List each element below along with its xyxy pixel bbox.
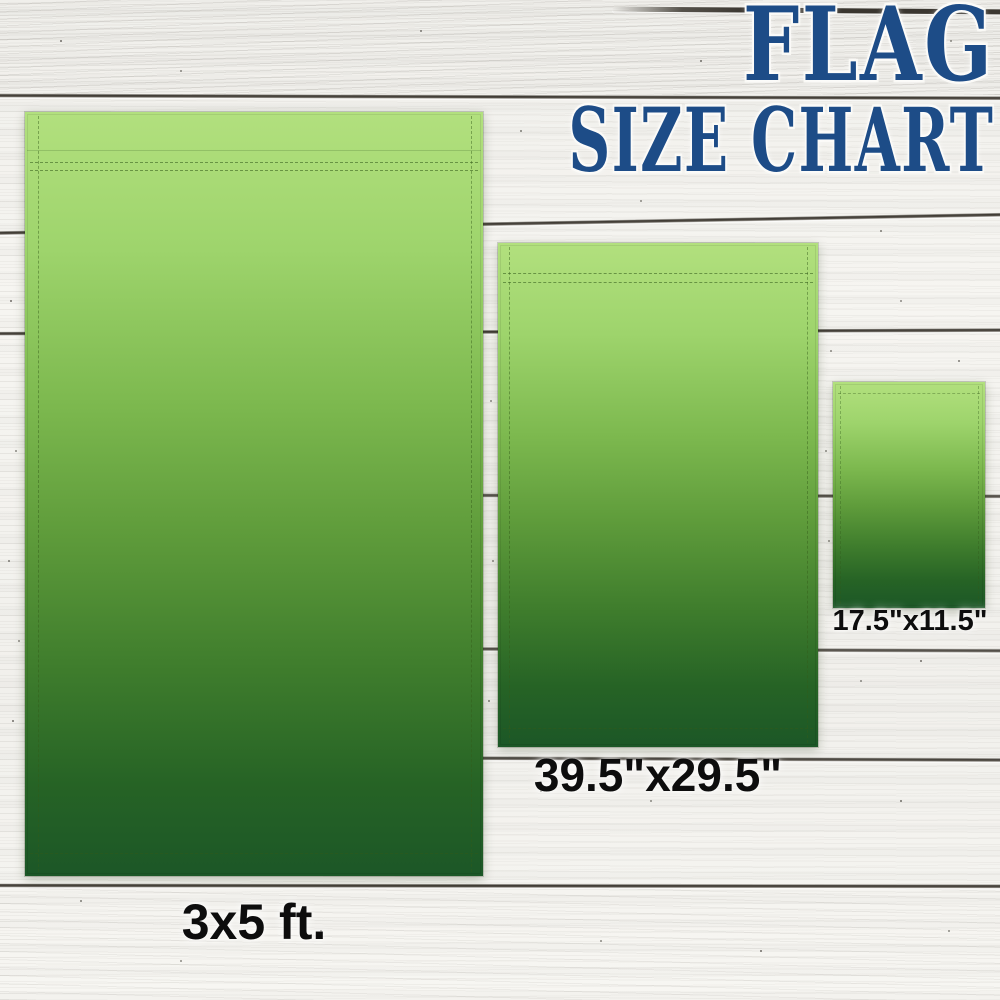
stitch-line-top — [503, 273, 813, 274]
flag-edge — [500, 245, 816, 745]
stitch-line-bottom — [503, 728, 813, 729]
stitch-line-top — [503, 282, 813, 283]
wood-grain-bottom — [0, 886, 1000, 1000]
flag-small-17.5x11.5in — [833, 382, 985, 608]
flag-edge — [835, 384, 983, 606]
wood-grain-top — [0, 0, 1000, 95]
stitch-line-right — [807, 247, 808, 743]
stitch-line-right — [978, 386, 979, 604]
stitch-line-top — [30, 162, 478, 163]
flag-large-3x5ft — [25, 112, 483, 876]
stitch-line-right — [471, 116, 472, 872]
flag-medium-size-label: 39.5"x29.5" — [533, 749, 783, 801]
wood-speckles — [0, 0, 2, 2]
stitch-line-left — [509, 247, 510, 743]
flag-large-size-label: 3x5 ft. — [181, 894, 327, 950]
sleeve-fold-line — [27, 150, 481, 151]
flag-small-size-label: 17.5"x11.5" — [832, 605, 988, 637]
flag-medium-39.5x29.5in — [498, 243, 818, 747]
stitch-line-left — [38, 116, 39, 872]
title-line-size-chart: SIZE CHART — [567, 88, 995, 192]
stitch-line-left — [840, 386, 841, 604]
title-line-flag: FLAG — [741, 0, 994, 105]
stitch-line-top — [838, 393, 980, 394]
stitch-line-top — [30, 170, 478, 171]
stitch-line-bottom — [30, 853, 478, 854]
flag-edge — [27, 114, 481, 874]
page-title: FLAG SIZE CHART — [349, 0, 995, 192]
